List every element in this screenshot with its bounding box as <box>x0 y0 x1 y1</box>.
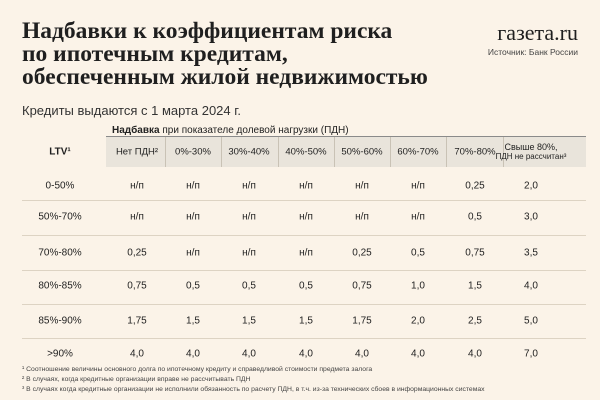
header-column-divider <box>165 137 166 167</box>
title-line-2: по ипотечным кредитам, <box>22 41 288 67</box>
row-ltv-label: 0-50% <box>45 180 75 192</box>
table-cell: 4,0 <box>411 348 425 360</box>
table-cell: н/п <box>411 211 425 223</box>
table-cell: 0,5 <box>242 280 256 292</box>
row-divider <box>22 200 586 201</box>
column-header: 30%-40% <box>228 146 270 158</box>
title-line-1: Надбавки к коэффициентам риска <box>22 18 393 44</box>
footnotes: ¹ Соотношение величины основного долга п… <box>22 365 485 395</box>
table-cell: н/п <box>242 211 256 223</box>
table-cell: н/п <box>186 211 200 223</box>
header-column-divider <box>221 137 222 167</box>
table-cell: 4,0 <box>242 348 256 360</box>
column-header: 70%-80% <box>454 146 496 158</box>
column-header: 0%-30% <box>175 146 211 158</box>
table-cell: 0,25 <box>465 180 485 192</box>
header-top-rule <box>106 136 586 137</box>
table-cell: 1,75 <box>352 315 372 327</box>
table-cell: 0,75 <box>465 247 485 259</box>
table-cell: н/п <box>186 180 200 192</box>
column-header-line-1: Свыше 80%, <box>504 142 558 152</box>
table-cell: 4,0 <box>130 348 144 360</box>
header-column-divider <box>278 137 279 167</box>
table-cell: 0,25 <box>352 247 372 259</box>
table-cell: 0,5 <box>299 280 313 292</box>
header-column-divider <box>446 137 447 167</box>
table-cell: 4,0 <box>524 280 538 292</box>
subtitle: Кредиты выдаются с 1 марта 2024 г. <box>22 103 242 118</box>
table-cell: 1,5 <box>468 280 482 292</box>
header-column-divider <box>334 137 335 167</box>
table-cell: н/п <box>242 247 256 259</box>
table-cell: 4,0 <box>299 348 313 360</box>
table-cell: 1,0 <box>411 280 425 292</box>
column-group-header: Надбавка при показателе долевой нагрузки… <box>112 125 349 136</box>
table-cell: 0,5 <box>411 247 425 259</box>
table-cell: 1,75 <box>127 315 147 327</box>
column-header-line-2: ПДН не рассчитан³ <box>495 152 567 161</box>
table-cell: 3,0 <box>524 211 538 223</box>
table-cell: 4,0 <box>355 348 369 360</box>
ltv-column-header: LTV¹ <box>49 146 71 158</box>
table-cell: н/п <box>299 180 313 192</box>
table-cell: 1,5 <box>186 315 200 327</box>
column-header: Свыше 80%, ПДН не рассчитан³ <box>496 142 567 162</box>
row-ltv-label: >90% <box>47 348 73 360</box>
title-line-3: обеспеченным жилой недвижимостью <box>22 64 428 90</box>
table-cell: 2,0 <box>411 315 425 327</box>
table-cell: 1,5 <box>242 315 256 327</box>
table-cell: н/п <box>242 180 256 192</box>
table-cell: 4,0 <box>186 348 200 360</box>
table-cell: 0,75 <box>127 280 147 292</box>
column-header: 40%-50% <box>285 146 327 158</box>
table-cell: н/п <box>130 211 144 223</box>
column-group-header-bold: Надбавка <box>112 125 160 136</box>
header-column-divider <box>390 137 391 167</box>
table-cell: 0,25 <box>127 247 147 259</box>
row-ltv-label: 70%-80% <box>38 247 82 259</box>
table-cell: 5,0 <box>524 315 538 327</box>
table-cell: н/п <box>299 211 313 223</box>
column-group-header-rest: при показателе долевой нагрузки (ПДН) <box>159 125 349 136</box>
row-divider <box>22 338 586 339</box>
table-cell: 0,75 <box>352 280 372 292</box>
column-header: 50%-60% <box>341 146 383 158</box>
row-ltv-label: 80%-85% <box>38 280 82 292</box>
row-ltv-label: 85%-90% <box>38 315 82 327</box>
footnote-2: ² В случаях, когда кредитные организации… <box>22 376 251 383</box>
table-cell: 0,5 <box>468 211 482 223</box>
row-ltv-label: 50%-70% <box>38 211 82 223</box>
table-cell: н/п <box>130 180 144 192</box>
table-cell: 0,5 <box>186 280 200 292</box>
table-cell: 3,5 <box>524 247 538 259</box>
row-divider <box>22 270 586 271</box>
table-cell: н/п <box>355 211 369 223</box>
page-title: Надбавки к коэффициентам риска по ипотеч… <box>22 18 492 90</box>
header-row-background <box>106 137 586 167</box>
table-cell: н/п <box>299 247 313 259</box>
table-cell: 2,5 <box>468 315 482 327</box>
table-cell: 4,0 <box>468 348 482 360</box>
footnote-1: ¹ Соотношение величины основного долга п… <box>22 366 373 373</box>
table-cell: 7,0 <box>524 348 538 360</box>
table-cell: 1,5 <box>299 315 313 327</box>
brand-logo[interactable]: газета.ru <box>497 20 578 45</box>
row-divider <box>22 235 586 236</box>
row-divider <box>22 304 586 305</box>
footnote-3: ³ В случаях когда кредитные организации … <box>22 386 485 393</box>
source-note: Источник: Банк России <box>487 47 578 57</box>
column-header: 60%-70% <box>397 146 439 158</box>
table-cell: н/п <box>186 247 200 259</box>
table-cell: 2,0 <box>524 180 538 192</box>
table-cell: н/п <box>411 180 425 192</box>
header-column-divider <box>503 137 504 167</box>
column-header: Нет ПДН² <box>115 146 159 158</box>
brand-block: газета.ru Источник: Банк России <box>487 20 578 58</box>
table-cell: н/п <box>355 180 369 192</box>
